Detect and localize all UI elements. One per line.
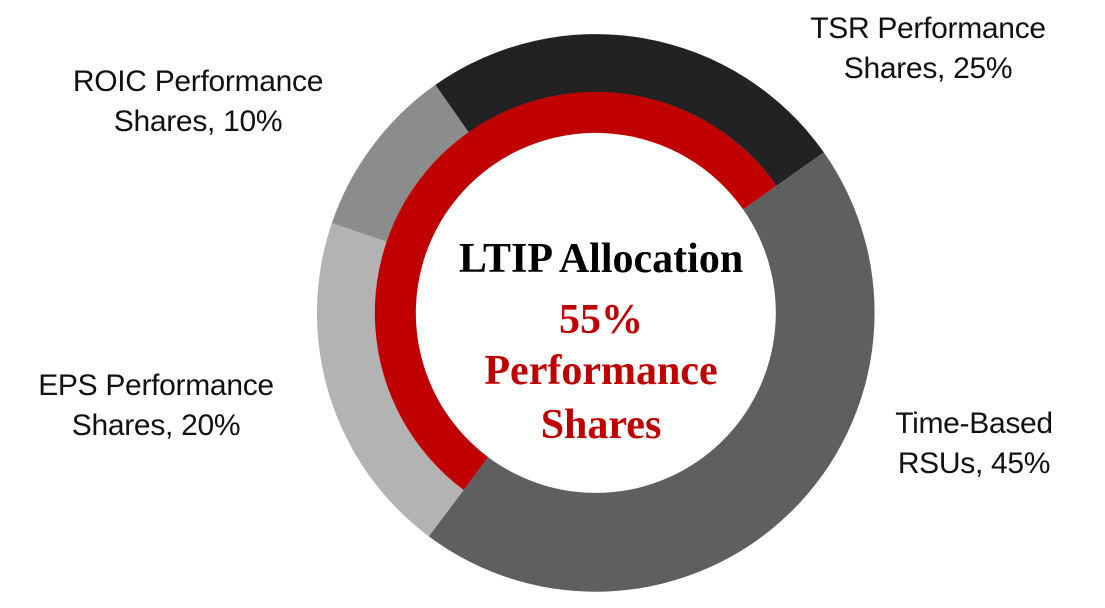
label-tsr-performance-shares: TSR Performance Shares, 25% (790, 9, 1066, 89)
label-time-based-rsus: Time-Based RSUs, 45% (860, 404, 1088, 484)
label-line: ROIC Performance (72, 65, 324, 98)
label-line: Shares, 20% (71, 409, 241, 442)
label-line: TSR Performance (810, 12, 1046, 45)
slice-eps-performance-shares (316, 223, 464, 537)
label-roic-performance-shares: ROIC Performance Shares, 10% (30, 62, 366, 142)
slice-time-based-rsus (428, 152, 875, 592)
label-line: EPS Performance (38, 369, 274, 402)
center-highlight-line1: Performance (484, 348, 718, 394)
label-line: Shares, 10% (113, 105, 283, 138)
slice-roic-performance-shares (331, 84, 469, 242)
center-highlight-value: 55% (559, 297, 643, 343)
label-line: Shares, 25% (843, 52, 1013, 85)
label-eps-performance-shares: EPS Performance Shares, 20% (6, 366, 306, 446)
center-title: LTIP Allocation (458, 236, 744, 282)
slice-tsr-performance-shares (435, 34, 824, 186)
label-line: Time-Based (895, 407, 1053, 440)
center-highlight-line2: Shares (540, 402, 662, 448)
label-line: RSUs, 45% (897, 447, 1051, 480)
